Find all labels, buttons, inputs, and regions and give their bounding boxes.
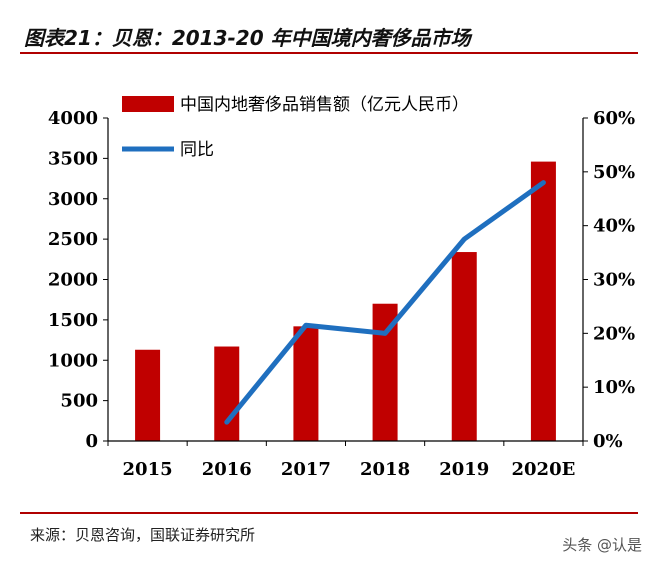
source-note: 来源：贝恩咨询，国联证券研究所	[30, 526, 256, 544]
y-left-tick-label: 2500	[48, 229, 98, 250]
y-left-tick-label: 1000	[48, 350, 98, 371]
x-tick-label: 2015	[123, 459, 173, 480]
x-tick-label: 2020E	[512, 459, 576, 480]
y-left-tick-label: 3000	[48, 189, 98, 210]
y-right-tick-label: 20%	[593, 323, 635, 344]
y-right-tick-label: 50%	[593, 162, 635, 183]
bar-2017	[293, 326, 319, 441]
line-point-2016	[225, 420, 229, 424]
watermark: 头条 @认是	[562, 536, 642, 554]
y-right-tick-label: 0%	[593, 431, 623, 452]
y-left-tick-label: 500	[60, 391, 98, 412]
y-left-tick-label: 3500	[48, 148, 98, 169]
bar-2016	[214, 346, 240, 441]
y-right-tick-label: 60%	[593, 108, 635, 129]
bar-2015	[135, 349, 161, 441]
x-tick-label: 2019	[439, 459, 489, 480]
legend-bar-label: 中国内地奢侈品销售额（亿元人民币）	[180, 95, 469, 115]
y-right-tick-label: 30%	[593, 270, 635, 291]
bar-2019	[451, 252, 477, 441]
y-left-tick-label: 1500	[48, 310, 98, 331]
title-bar: 图表21：贝恩：2013-20 年中国境内奢侈品市场	[20, 12, 638, 54]
source-divider	[20, 512, 638, 514]
y-left-tick-label: 4000	[48, 108, 98, 129]
y-left-tick-label: 2000	[48, 270, 98, 291]
legend-bar-swatch	[122, 96, 174, 112]
chart-title: 图表21：贝恩：2013-20 年中国境内奢侈品市场	[24, 26, 471, 50]
y-right-tick-label: 40%	[593, 216, 635, 237]
legend-line-label: 同比	[180, 140, 214, 160]
x-tick-label: 2017	[281, 459, 331, 480]
line-point-2018	[383, 331, 387, 335]
line-point-2017	[304, 323, 308, 327]
line-point-2020E	[541, 181, 545, 185]
line-point-2019	[462, 237, 466, 241]
y-right-tick-label: 10%	[593, 377, 635, 398]
x-tick-label: 2018	[360, 459, 410, 480]
x-tick-label: 2016	[202, 459, 252, 480]
bar-2020E	[530, 161, 556, 442]
y-left-tick-label: 0	[85, 431, 98, 452]
